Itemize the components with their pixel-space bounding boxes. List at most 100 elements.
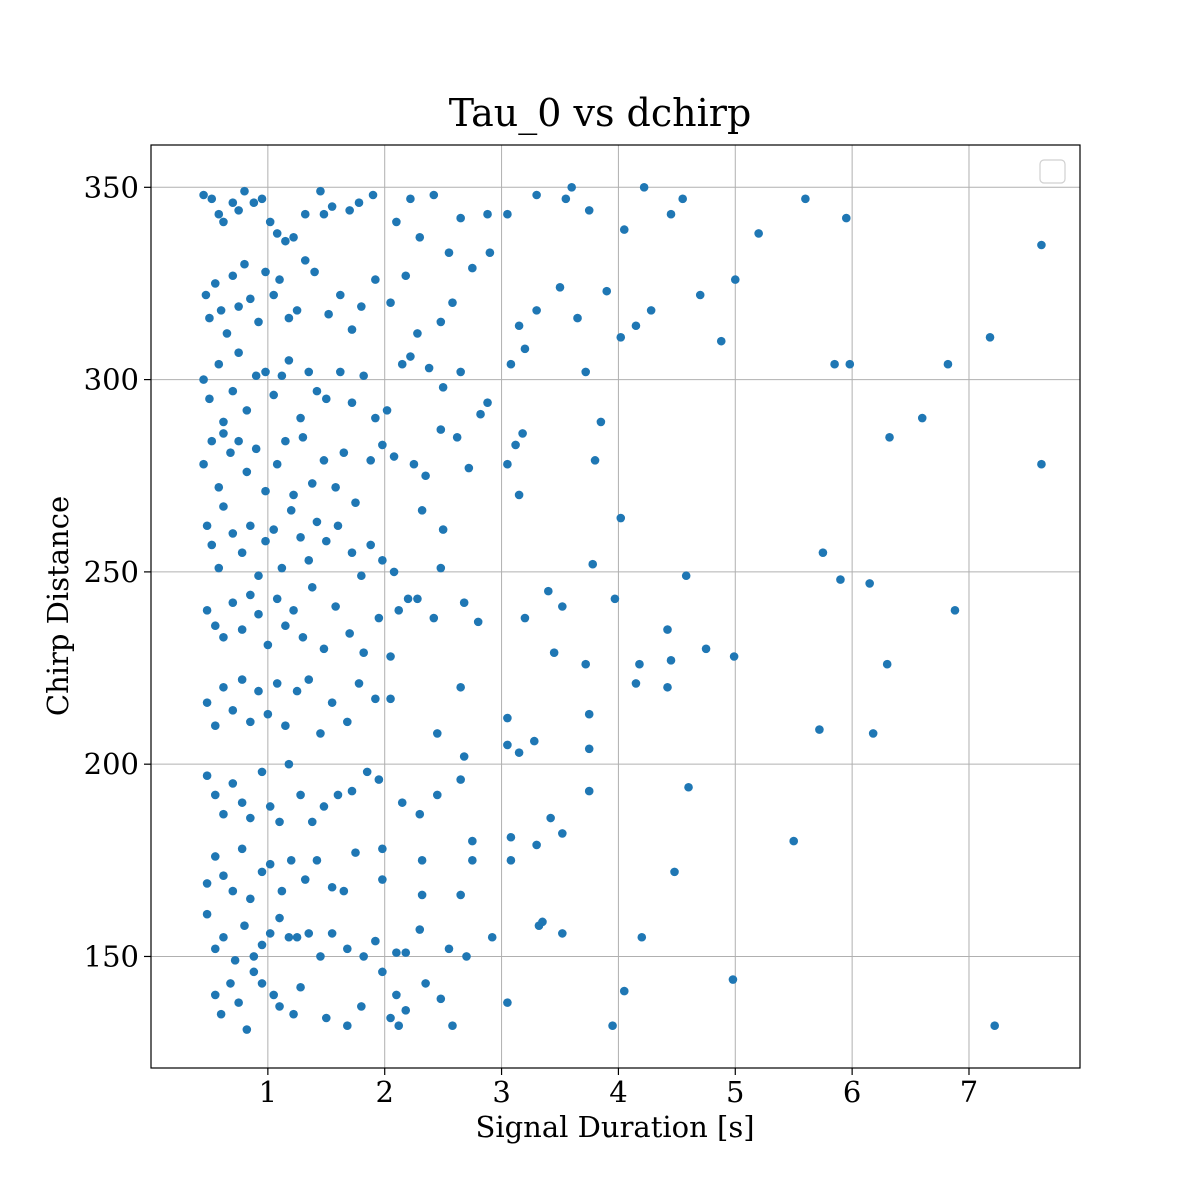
- y-tick-label: 350: [84, 170, 139, 204]
- data-point: [397, 798, 407, 807]
- data-point: [333, 521, 343, 531]
- data-point: [415, 233, 425, 242]
- data-point: [226, 979, 235, 988]
- data-point: [631, 679, 641, 688]
- data-point: [210, 721, 220, 731]
- data-point: [210, 852, 220, 861]
- data-point: [210, 944, 220, 954]
- data-point: [394, 1021, 404, 1030]
- data-point: [347, 398, 357, 407]
- data-point: [362, 767, 372, 777]
- data-point: [240, 259, 249, 269]
- data-point: [257, 867, 267, 877]
- data-point: [214, 563, 224, 573]
- data-point: [254, 317, 263, 327]
- data-point: [506, 856, 516, 865]
- data-point: [468, 836, 477, 846]
- data-point: [321, 1013, 331, 1023]
- data-point: [289, 1009, 298, 1019]
- data-point: [538, 917, 547, 927]
- data-point: [345, 206, 354, 215]
- data-point: [558, 829, 567, 838]
- data-point: [357, 1002, 366, 1011]
- data-point: [403, 594, 413, 604]
- data-point: [386, 652, 395, 661]
- data-point: [265, 802, 275, 811]
- data-point: [228, 271, 238, 281]
- x-tick-label: 6: [843, 1075, 861, 1109]
- data-point: [242, 1025, 252, 1034]
- data-point: [300, 875, 310, 884]
- data-point: [520, 344, 530, 354]
- data-point: [207, 436, 217, 446]
- data-point: [532, 190, 541, 200]
- data-point: [438, 525, 448, 534]
- data-point: [351, 498, 360, 507]
- data-point: [327, 929, 337, 938]
- data-point: [321, 536, 331, 546]
- data-point: [432, 790, 442, 800]
- data-point: [378, 440, 387, 450]
- data-point: [456, 890, 465, 900]
- data-point: [1037, 240, 1046, 250]
- data-point: [292, 306, 302, 315]
- data-point: [666, 209, 676, 219]
- data-point: [254, 686, 263, 696]
- data-point: [251, 371, 261, 381]
- data-point: [202, 879, 212, 888]
- data-point: [319, 456, 329, 465]
- data-point: [199, 459, 208, 469]
- data-point: [371, 694, 380, 704]
- data-point: [359, 371, 368, 381]
- data-point: [272, 679, 282, 688]
- data-point: [237, 675, 247, 684]
- y-tick-label: 300: [84, 363, 139, 397]
- data-point: [219, 429, 228, 438]
- data-point: [307, 817, 317, 827]
- data-point: [567, 183, 576, 192]
- data-point: [590, 456, 600, 465]
- data-point: [228, 529, 238, 538]
- data-point: [432, 729, 442, 738]
- data-point: [207, 540, 217, 550]
- data-point: [284, 759, 294, 769]
- data-point: [456, 213, 465, 223]
- data-point: [249, 967, 259, 977]
- data-point: [487, 932, 497, 942]
- data-point: [228, 886, 238, 896]
- data-point: [950, 606, 960, 615]
- data-point: [514, 321, 524, 331]
- data-point: [378, 556, 387, 565]
- data-point: [319, 209, 329, 219]
- data-point: [331, 482, 340, 492]
- data-point: [242, 467, 252, 477]
- data-point: [219, 932, 228, 942]
- data-point: [616, 513, 626, 523]
- data-point: [417, 506, 427, 515]
- data-point: [815, 725, 824, 734]
- data-point: [386, 298, 395, 307]
- data-point: [555, 282, 565, 292]
- data-point: [716, 336, 726, 346]
- chart-title: Tau_0 vs dchirp: [449, 91, 752, 136]
- data-point: [307, 479, 317, 488]
- data-point: [263, 640, 273, 650]
- data-point: [374, 613, 384, 623]
- data-point: [581, 367, 591, 377]
- data-point: [456, 682, 465, 692]
- data-point: [503, 713, 512, 723]
- data-point: [210, 621, 220, 631]
- data-point: [386, 1013, 395, 1023]
- data-point: [219, 809, 228, 819]
- data-point: [327, 698, 337, 707]
- data-point: [257, 767, 267, 777]
- data-point: [202, 909, 212, 919]
- data-point: [616, 332, 626, 342]
- data-point: [639, 183, 649, 192]
- data-point: [413, 329, 422, 338]
- data-point: [845, 359, 855, 369]
- data-point: [228, 386, 238, 396]
- data-point: [234, 436, 243, 446]
- data-point: [228, 598, 238, 607]
- data-point: [343, 717, 352, 727]
